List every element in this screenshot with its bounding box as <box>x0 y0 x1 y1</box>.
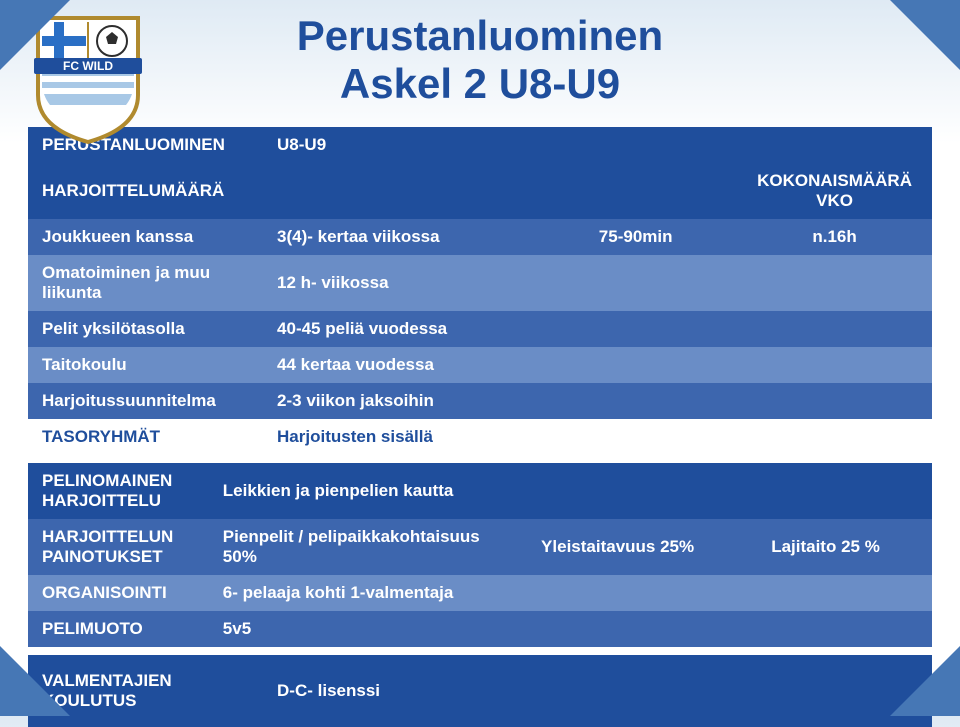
table-row: HARJOITTELUN PAINOTUKSETPienpelit / peli… <box>28 519 932 575</box>
t2-cell: PELIMUOTO <box>28 611 209 647</box>
t2-cell <box>516 575 715 611</box>
t1-cell: Omatoiminen ja muu liikunta <box>28 255 263 311</box>
t1-cell <box>733 311 932 347</box>
tables-container: PERUSTANLUOMINEN U8-U9 HARJOITTELUMÄÄRÄ … <box>28 127 932 727</box>
t1-cell: 2-3 viikon jaksoihin <box>263 383 534 419</box>
t1-sub-c1: HARJOITTELUMÄÄRÄ <box>28 163 263 219</box>
t1-cell <box>534 311 733 347</box>
t2-cell: PELINOMAINEN HARJOITTELU <box>28 463 209 519</box>
t2-cell: Leikkien ja pienpelien kautta <box>209 463 516 519</box>
table-row: Omatoiminen ja muu liikunta12 h- viikoss… <box>28 255 932 311</box>
t2-cell: HARJOITTELUN PAINOTUKSET <box>28 519 209 575</box>
t1-cell: Harjoitussuunnitelma <box>28 383 263 419</box>
table1-subheader-row: HARJOITTELUMÄÄRÄ KOKONAISMÄÄRÄ VKO <box>28 163 932 219</box>
t1-cell: 44 kertaa vuodessa <box>263 347 534 383</box>
t2-cell <box>715 575 932 611</box>
t2-cell <box>516 463 715 519</box>
table-row: PELIMUOTO5v5 <box>28 611 932 647</box>
t1-cell: 3(4)- kertaa viikossa <box>263 219 534 255</box>
tasory-row: TASORYHMÄT Harjoitusten sisällä <box>28 419 932 455</box>
tasory-c2: Harjoitusten sisällä <box>263 419 534 455</box>
table-row: Pelit yksilötasolla40-45 peliä vuodessa <box>28 311 932 347</box>
tasory-c1: TASORYHMÄT <box>28 419 263 455</box>
t1-cell <box>534 383 733 419</box>
t2-cell: Yleistaitavuus 25% <box>516 519 715 575</box>
t1-sub-c2 <box>263 163 534 219</box>
table-row: Joukkueen kanssa3(4)- kertaa viikossa75-… <box>28 219 932 255</box>
tasory-c4 <box>733 419 932 455</box>
corner-decoration-top-right <box>890 0 960 70</box>
t1-cell <box>733 383 932 419</box>
t2-cell: Pienpelit / pelipaikkakohtaisuus 50% <box>209 519 516 575</box>
training-table: PERUSTANLUOMINEN U8-U9 HARJOITTELUMÄÄRÄ … <box>28 127 932 455</box>
t1-cell: n.16h <box>733 219 932 255</box>
t2-cell: 5v5 <box>209 611 516 647</box>
t1-header-c3 <box>534 127 733 163</box>
t1-header-c2: U8-U9 <box>263 127 534 163</box>
t1-cell: 12 h- viikossa <box>263 255 534 311</box>
t1-sub-c4a: KOKONAISMÄÄRÄ <box>757 171 912 190</box>
table-row: Harjoitussuunnitelma2-3 viikon jaksoihin <box>28 383 932 419</box>
t1-cell: Joukkueen kanssa <box>28 219 263 255</box>
corner-decoration-bottom-right <box>890 646 960 716</box>
t1-header-c4 <box>733 127 932 163</box>
tasory-c3 <box>534 419 733 455</box>
svg-text:FC WILD: FC WILD <box>63 59 113 73</box>
table-row: Taitokoulu44 kertaa vuodessa <box>28 347 932 383</box>
t1-cell <box>534 255 733 311</box>
t1-cell: 75-90min <box>534 219 733 255</box>
game-training-table: PELINOMAINEN HARJOITTELULeikkien ja pien… <box>28 463 932 647</box>
t1-sub-c3 <box>534 163 733 219</box>
table1-header-row: PERUSTANLUOMINEN U8-U9 <box>28 127 932 163</box>
t1-sub-c4: KOKONAISMÄÄRÄ VKO <box>733 163 932 219</box>
t1-cell: Pelit yksilötasolla <box>28 311 263 347</box>
t1-cell <box>733 255 932 311</box>
t2-cell <box>715 463 932 519</box>
corner-decoration-top-left <box>0 0 70 70</box>
corner-decoration-bottom-left <box>0 646 70 716</box>
t2-cell: 6- pelaaja kohti 1-valmentaja <box>209 575 516 611</box>
t2-cell: Lajitaito 25 % <box>715 519 932 575</box>
t2-cell <box>516 611 715 647</box>
table-row: ORGANISOINTI6- pelaaja kohti 1-valmentaj… <box>28 575 932 611</box>
t1-sub-c4b: VKO <box>816 191 853 210</box>
t1-cell: Taitokoulu <box>28 347 263 383</box>
t2-cell <box>715 611 932 647</box>
t1-cell: 40-45 peliä vuodessa <box>263 311 534 347</box>
t2-cell: ORGANISOINTI <box>28 575 209 611</box>
table-row: PELINOMAINEN HARJOITTELULeikkien ja pien… <box>28 463 932 519</box>
t1-cell <box>733 347 932 383</box>
t1-cell <box>534 347 733 383</box>
